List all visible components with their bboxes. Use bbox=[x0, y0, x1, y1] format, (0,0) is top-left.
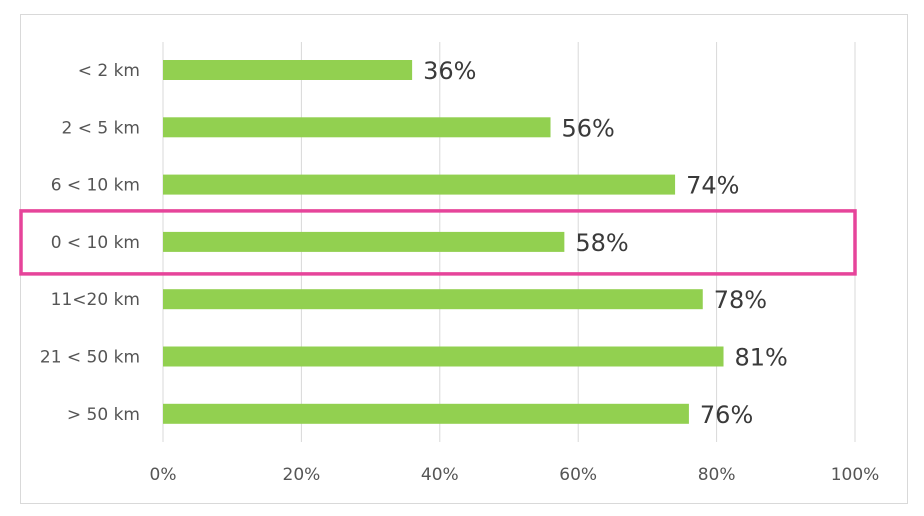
data-label: 58% bbox=[575, 229, 628, 257]
category-label: > 50 km bbox=[67, 405, 140, 425]
data-label: 78% bbox=[714, 286, 767, 314]
category-label: 2 < 5 km bbox=[62, 118, 141, 138]
x-tick-label: 20% bbox=[283, 465, 321, 485]
x-tick-label: 80% bbox=[698, 465, 736, 485]
data-label: 74% bbox=[686, 172, 739, 200]
category-label: 21 < 50 km bbox=[40, 348, 140, 368]
data-label: 76% bbox=[700, 401, 753, 429]
data-label: 56% bbox=[562, 114, 615, 142]
bar bbox=[163, 231, 565, 252]
data-label: 36% bbox=[423, 57, 476, 85]
bar bbox=[163, 117, 551, 138]
category-label: 11<20 km bbox=[51, 290, 140, 310]
data-label: 81% bbox=[735, 344, 788, 372]
highlight-box bbox=[19, 209, 857, 276]
category-label: 0 < 10 km bbox=[51, 233, 140, 253]
bar bbox=[163, 403, 689, 424]
category-label: < 2 km bbox=[78, 61, 140, 81]
x-tick-label: 60% bbox=[559, 465, 597, 485]
x-tick-label: 40% bbox=[421, 465, 459, 485]
bar bbox=[163, 174, 676, 195]
x-tick-label: 100% bbox=[831, 465, 880, 485]
x-tick-label: 0% bbox=[150, 465, 177, 485]
bar bbox=[163, 60, 413, 80]
bar bbox=[163, 346, 724, 367]
category-label: 6 < 10 km bbox=[51, 176, 140, 196]
bar bbox=[163, 289, 703, 310]
